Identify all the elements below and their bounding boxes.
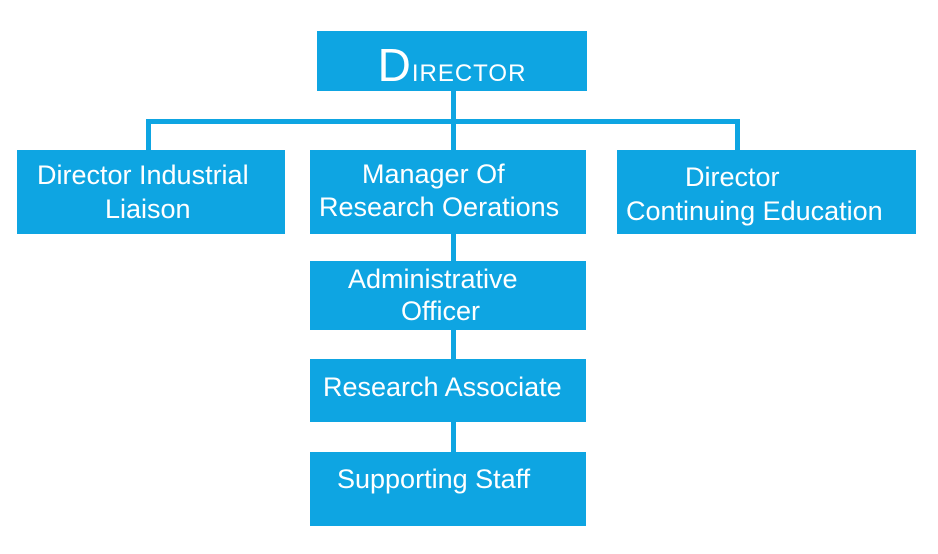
connector-admin-to-research xyxy=(451,330,456,359)
connector-horizontal-bar xyxy=(146,119,740,124)
connector-director-down xyxy=(451,91,456,123)
node-label-line2: Research Oerations xyxy=(319,192,560,222)
node-label-line2: Continuing Education xyxy=(626,196,883,226)
node-label-line1: Supporting Staff xyxy=(337,464,531,494)
node-label-line2: Liaison xyxy=(105,194,191,224)
node-manager-research-operations: Manager Of Research Oerations xyxy=(310,150,586,234)
node-label-line1: Director Industrial xyxy=(37,160,249,190)
node-director-continuing-education: Director Continuing Education xyxy=(617,150,916,234)
connector-research-to-staff xyxy=(451,422,456,452)
node-administrative-officer: Administrative Officer xyxy=(310,261,586,330)
node-director-industrial-liaison: Director Industrial Liaison xyxy=(17,150,285,234)
connector-to-manager xyxy=(451,119,456,150)
connector-to-continuing xyxy=(735,119,740,150)
node-director: Director xyxy=(317,31,587,91)
node-label-line1: Director xyxy=(685,162,780,192)
node-director-title: Director xyxy=(317,37,587,95)
node-director-title-initial: D xyxy=(377,39,412,91)
connector-to-industrial xyxy=(146,119,151,150)
node-label-line1: Research Associate xyxy=(323,372,562,402)
node-research-associate: Research Associate xyxy=(310,359,586,422)
node-label-line2: Officer xyxy=(401,296,481,326)
node-supporting-staff: Supporting Staff xyxy=(310,452,586,526)
node-director-title-rest: irector xyxy=(411,51,527,89)
node-label-line1: Administrative xyxy=(348,264,518,294)
connector-manager-to-admin xyxy=(451,234,456,261)
node-label-line1: Manager Of xyxy=(362,159,505,189)
